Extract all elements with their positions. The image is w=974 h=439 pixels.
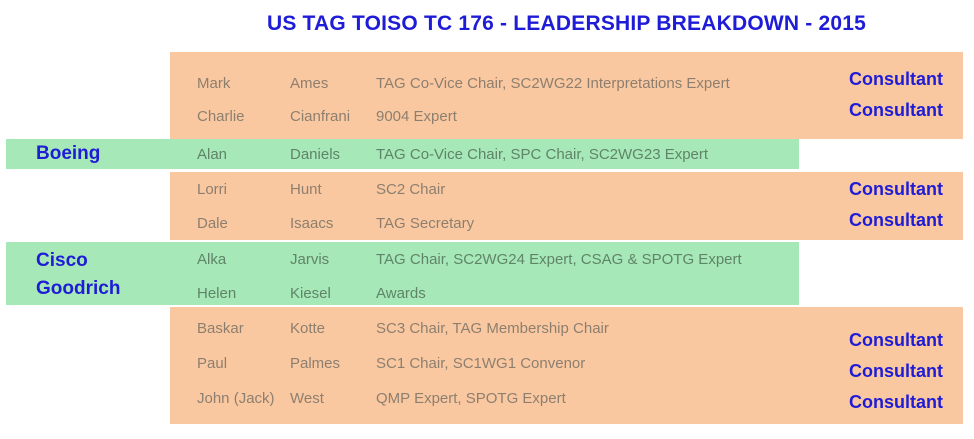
first-name-cell: Dale <box>197 214 228 232</box>
first-name-cell: Helen <box>197 284 237 302</box>
company-labels: Cisco Goodrich <box>36 242 120 305</box>
company-labels: Boeing <box>36 139 100 169</box>
consultant-label: Consultant <box>849 100 943 120</box>
role-cell: TAG Chair, SC2WG24 Expert, CSAG & SPOTG … <box>376 250 742 268</box>
first-name-cell: Paul <box>197 355 228 372</box>
page-title: US TAG TOISO TC 176 - LEADERSHIP BREAKDO… <box>266 12 867 35</box>
role-cell: TAG Secretary <box>376 214 475 232</box>
table-row: Dale Isaacs TAG Secretary <box>170 206 963 240</box>
consultant-band-2: Lorri Hunt SC2 Chair Dale Isaacs TAG Sec… <box>170 172 963 240</box>
first-name-cell: Alka <box>197 250 227 268</box>
company-label-boeing: Boeing <box>36 143 101 164</box>
member-rows: Alka Jarvis TAG Chair, SC2WG24 Expert, C… <box>170 242 799 310</box>
consultant-label: Consultant <box>849 210 943 230</box>
last-name-cell: Palmes <box>290 355 341 372</box>
consultant-label: Consultant <box>849 361 943 381</box>
table-row: Paul Palmes SC1 Chair, SC1WG1 Convenor <box>170 346 963 381</box>
last-name-cell: Kiesel <box>290 284 331 302</box>
first-name-cell: Mark <box>197 75 231 92</box>
last-name-cell: Ames <box>290 75 329 92</box>
table-row: Alan Daniels TAG Co-Vice Chair, SPC Chai… <box>170 139 799 169</box>
member-rows: Baskar Kotte SC3 Chair, TAG Membership C… <box>170 307 963 416</box>
last-name-cell: West <box>290 390 324 407</box>
first-name-cell: Baskar <box>197 320 244 337</box>
first-name-cell: John (Jack) <box>197 390 275 407</box>
first-name-cell: Charlie <box>197 108 245 125</box>
first-name-cell: Lorri <box>197 180 228 198</box>
consultant-label: Consultant <box>849 330 943 350</box>
last-name-cell: Jarvis <box>290 250 330 268</box>
last-name-cell: Hunt <box>290 180 322 198</box>
company-band-boeing: Boeing Alan Daniels TAG Co-Vice Chair, S… <box>6 139 799 169</box>
consultant-label: Consultant <box>849 69 943 89</box>
role-cell: SC3 Chair, TAG Membership Chair <box>376 320 609 337</box>
consultant-labels: Consultant Consultant <box>849 52 943 126</box>
consultant-band-3: Baskar Kotte SC3 Chair, TAG Membership C… <box>170 307 963 424</box>
company-label-cisco: Cisco <box>36 250 88 271</box>
company-band-cisco-goodrich: Cisco Goodrich Alka Jarvis TAG Chair, SC… <box>6 242 799 305</box>
table-row: Lorri Hunt SC2 Chair <box>170 172 963 206</box>
table-row: Alka Jarvis TAG Chair, SC2WG24 Expert, C… <box>170 242 799 276</box>
role-cell: SC2 Chair <box>376 180 446 198</box>
role-cell: SC1 Chair, SC1WG1 Convenor <box>376 355 586 372</box>
last-name-cell: Kotte <box>290 320 326 337</box>
role-cell: Awards <box>376 284 426 302</box>
last-name-cell: Cianfrani <box>290 108 351 125</box>
last-name-cell: Daniels <box>290 145 341 163</box>
consultant-labels: Consultant Consultant Consultant <box>849 307 943 418</box>
table-row: Baskar Kotte SC3 Chair, TAG Membership C… <box>170 311 963 346</box>
role-cell: TAG Co-Vice Chair, SPC Chair, SC2WG23 Ex… <box>376 145 709 163</box>
table-row: Mark Ames TAG Co-Vice Chair, SC2WG22 Int… <box>170 67 963 100</box>
consultant-labels: Consultant Consultant <box>849 172 943 236</box>
member-rows: Mark Ames TAG Co-Vice Chair, SC2WG22 Int… <box>170 52 963 133</box>
member-rows: Lorri Hunt SC2 Chair Dale Isaacs TAG Sec… <box>170 172 963 240</box>
consultant-label: Consultant <box>849 179 943 199</box>
first-name-cell: Alan <box>197 145 228 163</box>
company-label-goodrich: Goodrich <box>36 278 121 299</box>
role-cell: TAG Co-Vice Chair, SC2WG22 Interpretatio… <box>376 75 730 92</box>
table-row: John (Jack) West QMP Expert, SPOTG Exper… <box>170 381 963 416</box>
role-cell: QMP Expert, SPOTG Expert <box>376 390 566 407</box>
role-cell: 9004 Expert <box>376 108 457 125</box>
last-name-cell: Isaacs <box>290 214 334 232</box>
consultant-label: Consultant <box>849 392 943 412</box>
member-rows: Alan Daniels TAG Co-Vice Chair, SPC Chai… <box>170 139 799 169</box>
consultant-band-1: Mark Ames TAG Co-Vice Chair, SC2WG22 Int… <box>170 52 963 139</box>
table-row: Helen Kiesel Awards <box>170 276 799 310</box>
table-row: Charlie Cianfrani 9004 Expert <box>170 100 963 133</box>
